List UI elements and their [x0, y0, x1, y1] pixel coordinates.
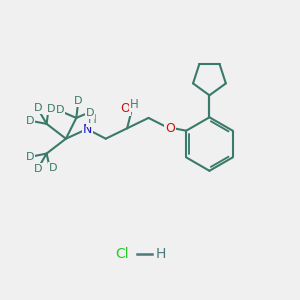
Text: D: D — [34, 103, 43, 113]
Text: Cl: Cl — [115, 247, 129, 261]
Text: D: D — [86, 108, 94, 118]
Text: D: D — [49, 163, 58, 172]
Text: H: H — [130, 98, 138, 111]
Text: D: D — [26, 152, 34, 161]
Text: D: D — [74, 96, 82, 106]
Text: O: O — [165, 122, 175, 135]
Text: D: D — [47, 104, 55, 114]
Text: O: O — [120, 103, 130, 116]
Text: H: H — [155, 247, 166, 261]
Text: D: D — [26, 116, 34, 127]
Text: H: H — [87, 113, 96, 126]
Text: D: D — [56, 105, 64, 115]
Text: D: D — [34, 164, 43, 174]
Text: N: N — [82, 123, 92, 136]
